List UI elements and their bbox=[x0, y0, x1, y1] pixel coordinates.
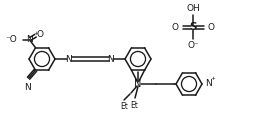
Text: N: N bbox=[24, 83, 31, 92]
Text: OH: OH bbox=[186, 4, 200, 13]
Text: ⁻O: ⁻O bbox=[6, 35, 18, 44]
Text: +: + bbox=[33, 31, 38, 36]
Text: N: N bbox=[108, 54, 114, 64]
Text: S: S bbox=[189, 22, 197, 32]
Text: O: O bbox=[207, 22, 214, 31]
Text: O: O bbox=[36, 30, 44, 39]
Text: O: O bbox=[172, 22, 179, 31]
Text: Et: Et bbox=[130, 101, 138, 110]
Text: N: N bbox=[66, 54, 72, 64]
Text: N: N bbox=[205, 80, 212, 89]
Text: +: + bbox=[210, 76, 215, 82]
Text: N: N bbox=[134, 79, 142, 89]
Text: Et: Et bbox=[120, 102, 128, 111]
Text: O⁻: O⁻ bbox=[187, 41, 199, 50]
Text: N: N bbox=[26, 35, 33, 44]
